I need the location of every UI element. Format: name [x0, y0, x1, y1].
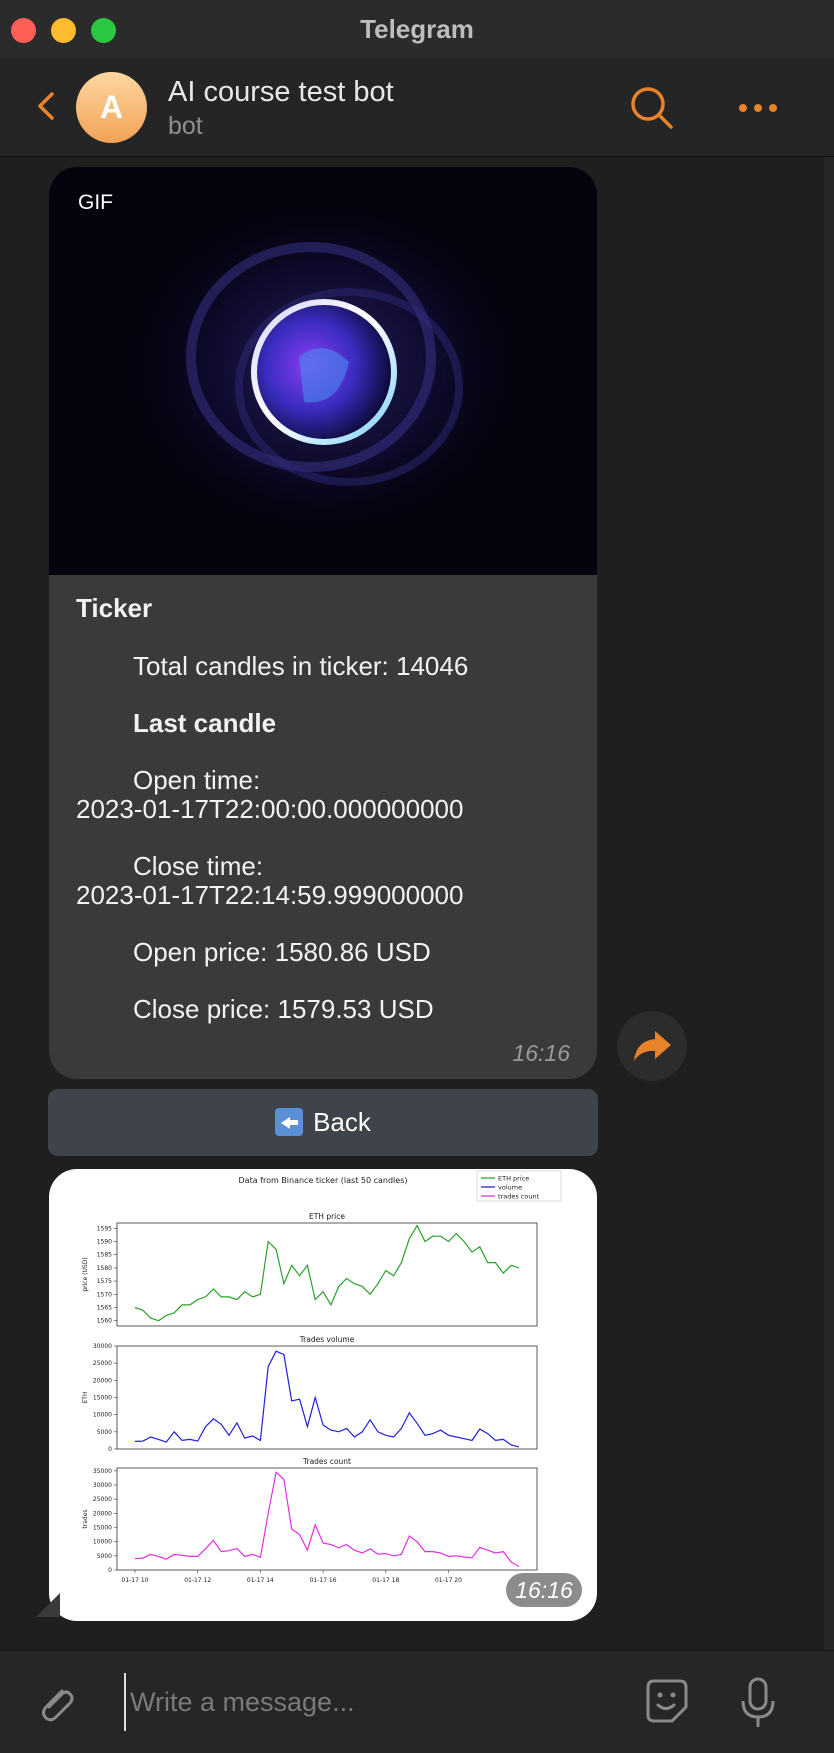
y-tick-label: 10000	[93, 1412, 112, 1419]
y-tick-label: 5000	[97, 1553, 112, 1560]
sticker-icon[interactable]	[640, 1675, 694, 1729]
legend-label: ETH price	[498, 1175, 529, 1183]
minimize-window-button[interactable]	[51, 18, 76, 43]
open-time-label: Open time:	[133, 765, 261, 795]
back-chevron-icon[interactable]	[28, 86, 68, 126]
search-icon[interactable]	[628, 84, 676, 132]
y-axis-label: trades	[82, 1509, 89, 1528]
legend-label: trades count	[498, 1193, 540, 1201]
y-tick-label: 30000	[93, 1482, 112, 1489]
binance-ticker-chart: Data from Binance ticker (last 50 candle…	[82, 1170, 562, 1584]
y-axis-label: price (USD)	[82, 1257, 89, 1291]
y-tick-label: 1570	[97, 1291, 112, 1298]
y-tick-label: 1575	[97, 1278, 112, 1285]
total-candles-text: Total candles in ticker: 14046	[133, 651, 469, 681]
close-price-text: Close price: 1579.53 USD	[133, 994, 434, 1024]
close-time-value: 2023-01-17T22:14:59.999000000	[76, 880, 464, 910]
chart-image-message[interactable]: Data from Binance ticker (last 50 candle…	[49, 1169, 597, 1621]
y-tick-label: 35000	[93, 1468, 112, 1475]
y-tick-label: 1590	[97, 1238, 112, 1245]
zoom-window-button[interactable]	[91, 18, 116, 43]
x-tick-label: 01-17 12	[184, 1577, 211, 1584]
y-tick-label: 10000	[93, 1539, 112, 1546]
chart-title: Data from Binance ticker (last 50 candle…	[239, 1176, 408, 1185]
message-timestamp: 16:16	[512, 1040, 570, 1066]
last-candle-heading: Last candle	[133, 708, 277, 738]
gif-badge: GIF	[78, 191, 113, 214]
gif-animation[interactable]: GIF	[49, 167, 597, 575]
ticker-message-bubble[interactable]: GIF Ticker Total candles in ticker: 1404…	[49, 167, 597, 1079]
open-time-value: 2023-01-17T22:00:00.000000000	[76, 794, 464, 824]
series-line	[134, 1224, 520, 1322]
chart-timestamp: 16:16	[506, 1573, 582, 1607]
panel-title: Trades volume	[299, 1335, 355, 1344]
panel-title: ETH price	[309, 1212, 345, 1221]
chat-title[interactable]: AI course test bot	[168, 76, 394, 108]
y-tick-label: 0	[108, 1567, 112, 1574]
chat-header: A AI course test bot bot	[0, 58, 834, 157]
y-tick-label: 25000	[93, 1360, 112, 1367]
y-tick-label: 1580	[97, 1265, 112, 1272]
y-tick-label: 1565	[97, 1305, 112, 1312]
y-axis-label: ETH	[82, 1392, 89, 1404]
panel-title: Trades count	[302, 1457, 351, 1466]
y-tick-label: 20000	[93, 1377, 112, 1384]
y-tick-label: 20000	[93, 1510, 112, 1517]
close-time-label: Close time:	[133, 851, 264, 881]
message-input[interactable]	[124, 1673, 632, 1731]
y-tick-label: 5000	[97, 1429, 112, 1436]
microphone-icon[interactable]	[736, 1675, 780, 1729]
plot-frame	[116, 1467, 538, 1571]
forward-arrow-icon	[634, 1031, 671, 1061]
chat-subtitle: bot	[168, 112, 203, 140]
close-window-button[interactable]	[11, 18, 36, 43]
y-tick-label: 0	[108, 1446, 112, 1453]
series-line	[134, 1350, 520, 1448]
y-tick-label: 15000	[93, 1395, 112, 1402]
y-tick-label: 30000	[93, 1343, 112, 1350]
plot-frame	[116, 1222, 538, 1327]
legend-label: volume	[498, 1184, 522, 1192]
plot-frame	[116, 1345, 538, 1450]
y-tick-label: 15000	[93, 1525, 112, 1532]
y-tick-label: 25000	[93, 1496, 112, 1503]
glowing-orb-image	[124, 197, 524, 537]
y-tick-label: 1560	[97, 1318, 112, 1325]
series-line	[134, 1471, 520, 1568]
back-button-label: Back	[313, 1107, 371, 1137]
y-tick-label: 1585	[97, 1252, 112, 1259]
title-bar: Telegram	[0, 0, 834, 59]
window-edge	[824, 157, 834, 1650]
avatar[interactable]: A	[76, 72, 147, 143]
window-title: Telegram	[360, 14, 474, 44]
y-tick-label: 1595	[97, 1225, 112, 1232]
x-tick-label: 01-17 10	[122, 1577, 149, 1584]
message-composer	[0, 1650, 834, 1753]
message-list[interactable]: GIF Ticker Total candles in ticker: 1404…	[0, 157, 834, 1650]
x-tick-label: 01-17 14	[247, 1577, 274, 1584]
x-tick-label: 01-17 16	[310, 1577, 337, 1584]
more-options-icon[interactable]	[734, 84, 782, 132]
open-price-text: Open price: 1580.86 USD	[133, 937, 431, 967]
back-keyboard-button[interactable]: Back	[48, 1089, 598, 1156]
x-tick-label: 01-17 20	[435, 1577, 462, 1584]
message-heading: Ticker	[76, 593, 153, 623]
x-tick-label: 01-17 18	[372, 1577, 399, 1584]
forward-button[interactable]	[617, 1011, 687, 1081]
back-arrow-icon	[275, 1108, 304, 1136]
paperclip-icon[interactable]	[32, 1679, 80, 1727]
